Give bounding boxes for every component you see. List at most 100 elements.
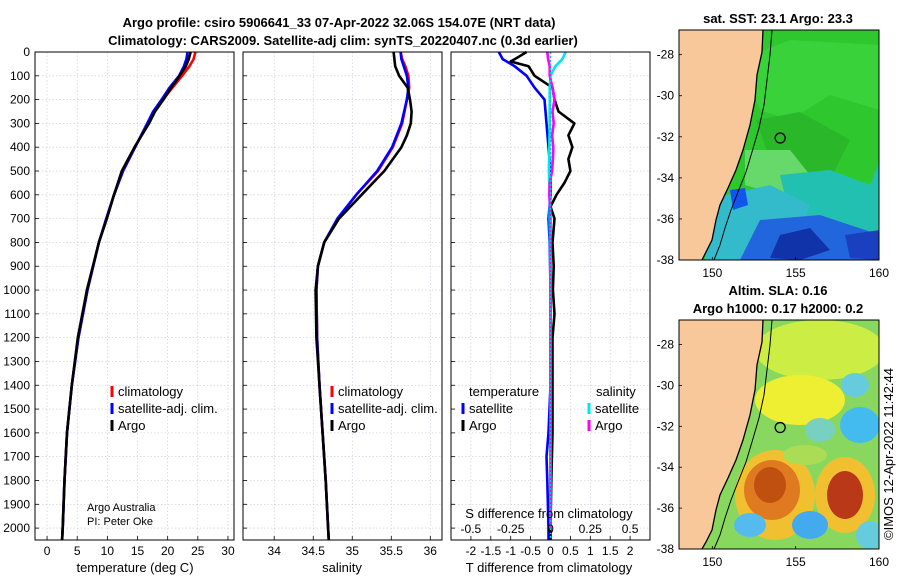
lat-tick-label: -36 [657,212,675,226]
depth-tick-label: 1700 [3,450,30,464]
x-tick-label: 2 [627,544,634,558]
x-tick-label: -1.5 [480,544,501,558]
depth-tick-label: 1100 [4,307,30,321]
legend-satellite-label: satellite-adj. clim. [118,401,218,416]
difference-panel: -2 -1.5 -1 -0.5 0 0.5 1 1.5 2 -0.5 -0.25 0 0.25 0.5 … [450,50,651,575]
sla-anomaly [827,471,863,519]
sst-patch [740,40,879,120]
credit-pi: PI: Peter Oke [87,516,153,528]
x-tick-label: 35 [346,544,360,558]
lon-tick-label: 160 [869,266,889,280]
sst-land [679,30,763,260]
difference-x-tick-labels: -2 -1.5 -1 -0.5 0 0.5 1 1.5 2 [466,544,634,558]
figure-title-line-1: Argo profile: csiro 5906641_33 07-Apr-20… [123,15,556,30]
x-tick-label: 15 [131,544,145,558]
temperature-series [60,51,197,541]
difference-x-axis-label: T difference from climatology [466,560,633,575]
lat-tick-label: -34 [657,460,675,474]
legend-s-argo-label: Argo [595,418,622,433]
depth-tick-label: 1500 [3,402,30,416]
x-tick-label: 35.5 [380,544,404,558]
sla-isobath [713,320,773,549]
depth-tick-label: 600 [10,188,30,202]
sla-map-frame [678,319,880,550]
depth-tick-label: 200 [10,93,30,107]
sst-isobath [713,30,773,260]
sla-anomaly [783,445,827,465]
lon-tick-label: 160 [869,555,889,569]
sst-float-marker [774,132,786,144]
lon-tick-label: 150 [702,266,722,280]
lon-tick-label: 150 [702,555,722,569]
temperature-legend: climatology satellite-adj. clim. Argo [110,384,218,433]
depth-tick-label: 1800 [3,473,30,487]
lat-tick-label: -32 [657,130,675,144]
salinity-legend: climatology satellite-adj. clim. Argo [330,384,438,433]
depth-tick-label: 1200 [3,331,30,345]
sla-map-title-line-1: Altim. SLA: 0.16 [729,283,828,298]
x-tick-label: 1 [587,544,594,558]
legend-climatology-label: climatology [338,384,404,399]
difference-legend: temperature satellite Argo salinity sate… [461,384,639,433]
x-tick-label: 0 [44,544,51,558]
sla-anomaly [792,511,828,539]
legend-argo-label: Argo [338,418,365,433]
sst-map-title: sat. SST: 23.1 Argo: 23.3 [703,11,853,26]
salinity-difference-tick-labels: -0.5 -0.25 0 0.25 0.5 [461,522,639,536]
lat-tick-label: -36 [657,501,675,515]
lat-tick-label: -34 [657,171,675,185]
x-tick-label: 20 [161,544,175,558]
depth-tick-label: 800 [10,235,30,249]
sst-patch [845,230,879,260]
sst-map [679,30,879,260]
figure-title-line-2: Climatology: CARS2009. Satellite-adj cli… [108,33,578,48]
imos-watermark: ©IMOS 12-Apr-2022 11:42:44 [881,368,896,540]
depth-tick-label: 1600 [3,426,30,440]
lat-tick-label: -30 [657,89,675,103]
depth-tick-label: 1300 [3,354,30,368]
lat-tick-label: -38 [657,253,675,267]
legend-argo-label: Argo [118,418,145,433]
sst-patch [770,228,830,260]
sla-coastline [701,320,764,549]
temperature-panel: 0100200300400500600700800900100011001200… [3,45,235,575]
legend-temperature-title: temperature [469,384,539,399]
salinity-series [314,51,413,541]
legend-salinity-title: salinity [596,384,636,399]
difference-series [497,50,576,540]
x-tick-label: 30 [221,544,235,558]
sla-anomaly [754,467,786,503]
x-tick-label: 10 [101,544,115,558]
depth-tick-label: 400 [10,140,30,154]
legend-t-argo-label: Argo [469,418,496,433]
lon-tick-label: 155 [786,555,806,569]
s-diff-tick-label: 0 [547,522,554,536]
x-tick-label: 34.5 [302,544,326,558]
salinity-panel: 34 34.5 35 35.5 36 salinity climatology sate… [242,51,443,575]
salinity-x-tick-labels: 34 34.5 35 35.5 36 [268,544,438,558]
legend-satellite-label: satellite-adj. clim. [338,401,438,416]
depth-tick-label: 100 [10,69,30,83]
x-tick-label: -1 [505,544,516,558]
sla-lat-tick-labels: -28 -30 -32 -34 -36 -38 [657,338,682,556]
x-tick-label: 34 [268,544,282,558]
depth-tick-label: 0 [23,45,30,59]
series-line-salinity-argo [546,51,556,529]
sla-float-marker [774,421,786,434]
depth-tick-label: 700 [10,212,30,226]
legend-t-satellite-label: satellite [469,401,513,416]
lon-tick-label: 155 [786,266,806,280]
depth-tick-label: 900 [10,259,30,273]
salinity-difference-axis-label: S difference from climatology [465,506,633,521]
depth-tick-label: 500 [10,164,30,178]
x-tick-label: 0.5 [562,544,579,558]
depth-tick-label: 300 [10,116,30,130]
sst-lat-tick-labels: -28 -30 -32 -34 -36 -38 [657,48,682,267]
lat-tick-label: -28 [657,48,675,62]
sst-lon-tick-labels: 150 155 160 [702,257,889,280]
legend-climatology-label: climatology [118,384,184,399]
s-diff-tick-label: 0.25 [579,522,603,536]
salinity-grid [243,51,442,540]
sla-map-title-line-2: Argo h1000: 0.17 h2000: 0.2 [693,301,864,316]
depth-tick-labels: 0 100 200 300 400 500 600 700 800 900 1000 1100 1200… [3,45,30,535]
